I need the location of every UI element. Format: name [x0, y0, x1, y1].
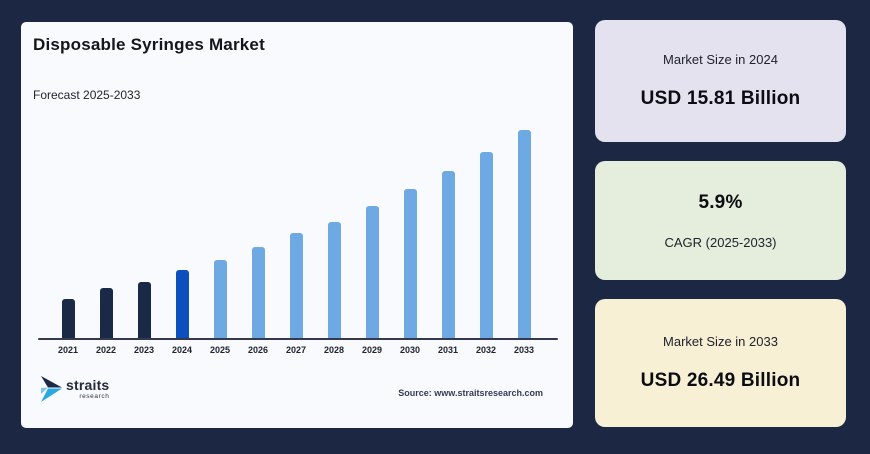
stat-value: 5.9% [698, 191, 743, 213]
logo-arrow-icon [41, 376, 62, 402]
logo-name: straits [66, 377, 110, 393]
x-label-2023: 2023 [133, 345, 155, 355]
bar-2030 [403, 189, 417, 338]
forecast-subtitle: Forecast 2025-2033 [33, 88, 141, 102]
x-label-2033: 2033 [513, 345, 535, 355]
bar-2024 [175, 270, 189, 338]
x-label-2024: 2024 [171, 345, 193, 355]
stat-value: USD 15.81 Billion [640, 88, 801, 109]
source-attribution: Source: www.straitsresearch.com [398, 388, 543, 398]
x-axis-line [38, 338, 558, 340]
x-label-2026: 2026 [247, 345, 269, 355]
x-axis-labels: 2021 2022 2023 2024 2025 2026 2027 2028 2029 2030… [21, 345, 573, 359]
bar-2032 [479, 152, 493, 338]
x-label-2027: 2027 [285, 345, 307, 355]
stat-label: Market Size in 2024 [663, 52, 778, 67]
bar-2027 [289, 233, 303, 338]
page-title: Disposable Syringes Market [33, 35, 265, 54]
bar-2022 [99, 288, 113, 338]
bar-2026 [251, 247, 265, 338]
bar-2028 [327, 222, 341, 338]
bar-2031 [441, 171, 455, 338]
x-label-2029: 2029 [361, 345, 383, 355]
stat-card-market-size-2033: Market Size in 2033 USD 26.49 Billion [595, 299, 846, 427]
bar-2021 [61, 299, 75, 338]
x-label-2030: 2030 [399, 345, 421, 355]
straits-research-logo: straits research [39, 374, 109, 404]
bar-2033 [517, 130, 531, 338]
logo-subtext: research [79, 393, 110, 400]
logo-wordmark: straits research [66, 378, 109, 400]
stat-label: Market Size in 2033 [663, 334, 778, 349]
chart-card: Disposable Syringes Market Forecast 2025… [21, 22, 573, 428]
bar-2025 [213, 260, 227, 338]
bar-2023 [137, 282, 151, 338]
x-label-2031: 2031 [437, 345, 459, 355]
x-label-2028: 2028 [323, 345, 345, 355]
x-label-2021: 2021 [57, 345, 79, 355]
x-label-2032: 2032 [475, 345, 497, 355]
bar-2029 [365, 206, 379, 338]
x-label-2025: 2025 [209, 345, 231, 355]
stat-card-market-size-2024: Market Size in 2024 USD 15.81 Billion [595, 20, 846, 142]
stat-value: USD 26.49 Billion [640, 370, 801, 391]
stat-card-cagr: 5.9% CAGR (2025-2033) [595, 161, 846, 280]
x-label-2022: 2022 [95, 345, 117, 355]
bar-chart-plot [38, 108, 558, 338]
stat-label: CAGR (2025-2033) [664, 234, 777, 250]
